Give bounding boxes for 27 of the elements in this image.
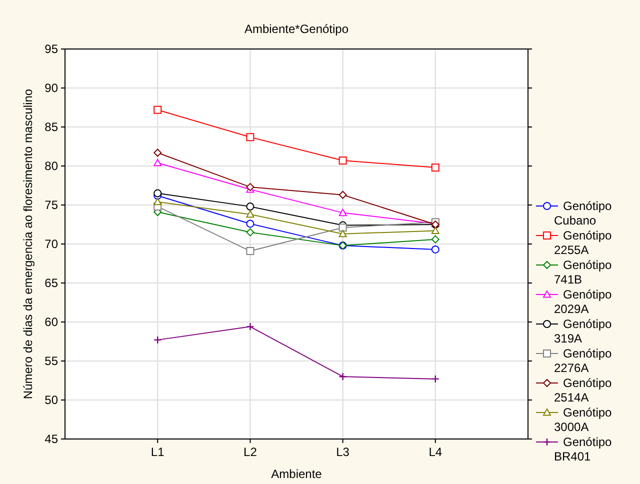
y-axis-title: Número de dias da emergencia ao floresimento masculino [21, 88, 35, 400]
legend-label: Genótipo 2029A [554, 288, 612, 316]
legend-label: Genótipo 3000A [554, 406, 612, 434]
x-tick-label: L3 [336, 445, 350, 459]
legend-label: Genótipo 2514A [554, 376, 612, 405]
y-tick-label: 50 [44, 393, 58, 408]
y-tick-label: 70 [44, 237, 58, 252]
y-tick-label: 55 [44, 354, 58, 368]
legend-label: Genótipo BR401 [554, 435, 612, 464]
x-axis-title: Ambiente [271, 467, 322, 481]
y-tick-label: 95 [44, 42, 58, 56]
chart-title: Ambiente*Genótipo [244, 22, 349, 36]
y-tick-label: 60 [44, 315, 58, 330]
y-tick-label: 85 [44, 120, 58, 134]
x-tick-label: L1 [150, 445, 165, 459]
y-tick-label: 45 [44, 432, 58, 446]
legend-label: Genótipo 2276A [554, 346, 612, 376]
y-tick-label: 80 [44, 159, 58, 174]
legend-label: Genótipo 2255A [554, 228, 612, 258]
y-tick-label: 65 [44, 276, 58, 290]
legend-label: Genótipo 319A [554, 317, 612, 346]
x-tick-label: L2 [244, 445, 258, 459]
legend-label: Genótipo 741B [554, 258, 612, 287]
y-tick-label: 90 [44, 81, 58, 96]
y-tick-label: 75 [44, 198, 58, 212]
x-tick-label: L4 [428, 445, 442, 459]
legend-label: Genótipo Cubano [554, 199, 612, 228]
